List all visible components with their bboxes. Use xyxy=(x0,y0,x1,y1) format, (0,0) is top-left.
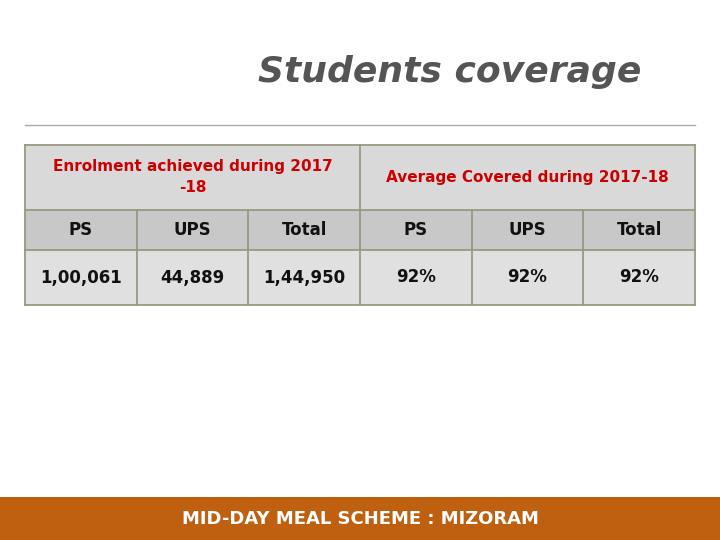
Text: PS: PS xyxy=(69,221,93,239)
Bar xyxy=(248,210,360,250)
Text: 92%: 92% xyxy=(619,268,659,287)
Bar xyxy=(0,497,720,540)
Text: UPS: UPS xyxy=(174,221,211,239)
Text: PS: PS xyxy=(404,221,428,239)
Bar xyxy=(472,210,583,250)
Bar xyxy=(248,250,360,305)
Text: 44,889: 44,889 xyxy=(161,268,225,287)
Text: MID-DAY MEAL SCHEME : MIZORAM: MID-DAY MEAL SCHEME : MIZORAM xyxy=(181,510,539,528)
Bar xyxy=(25,210,137,250)
Bar xyxy=(25,145,360,210)
Text: Enrolment achieved during 2017
-18: Enrolment achieved during 2017 -18 xyxy=(53,159,333,195)
Bar xyxy=(583,250,695,305)
Bar xyxy=(137,250,248,305)
Bar xyxy=(137,210,248,250)
Text: 92%: 92% xyxy=(508,268,547,287)
Text: Total: Total xyxy=(616,221,662,239)
Text: UPS: UPS xyxy=(509,221,546,239)
Bar xyxy=(472,250,583,305)
Bar xyxy=(25,250,137,305)
Bar xyxy=(360,250,472,305)
Text: 92%: 92% xyxy=(396,268,436,287)
Text: 1,00,061: 1,00,061 xyxy=(40,268,122,287)
Bar xyxy=(583,210,695,250)
Text: Average Covered during 2017-18: Average Covered during 2017-18 xyxy=(386,170,669,185)
Bar xyxy=(360,145,695,210)
Bar xyxy=(360,210,472,250)
Text: 1,44,950: 1,44,950 xyxy=(263,268,345,287)
Text: Total: Total xyxy=(282,221,327,239)
Text: Students coverage: Students coverage xyxy=(258,55,642,89)
